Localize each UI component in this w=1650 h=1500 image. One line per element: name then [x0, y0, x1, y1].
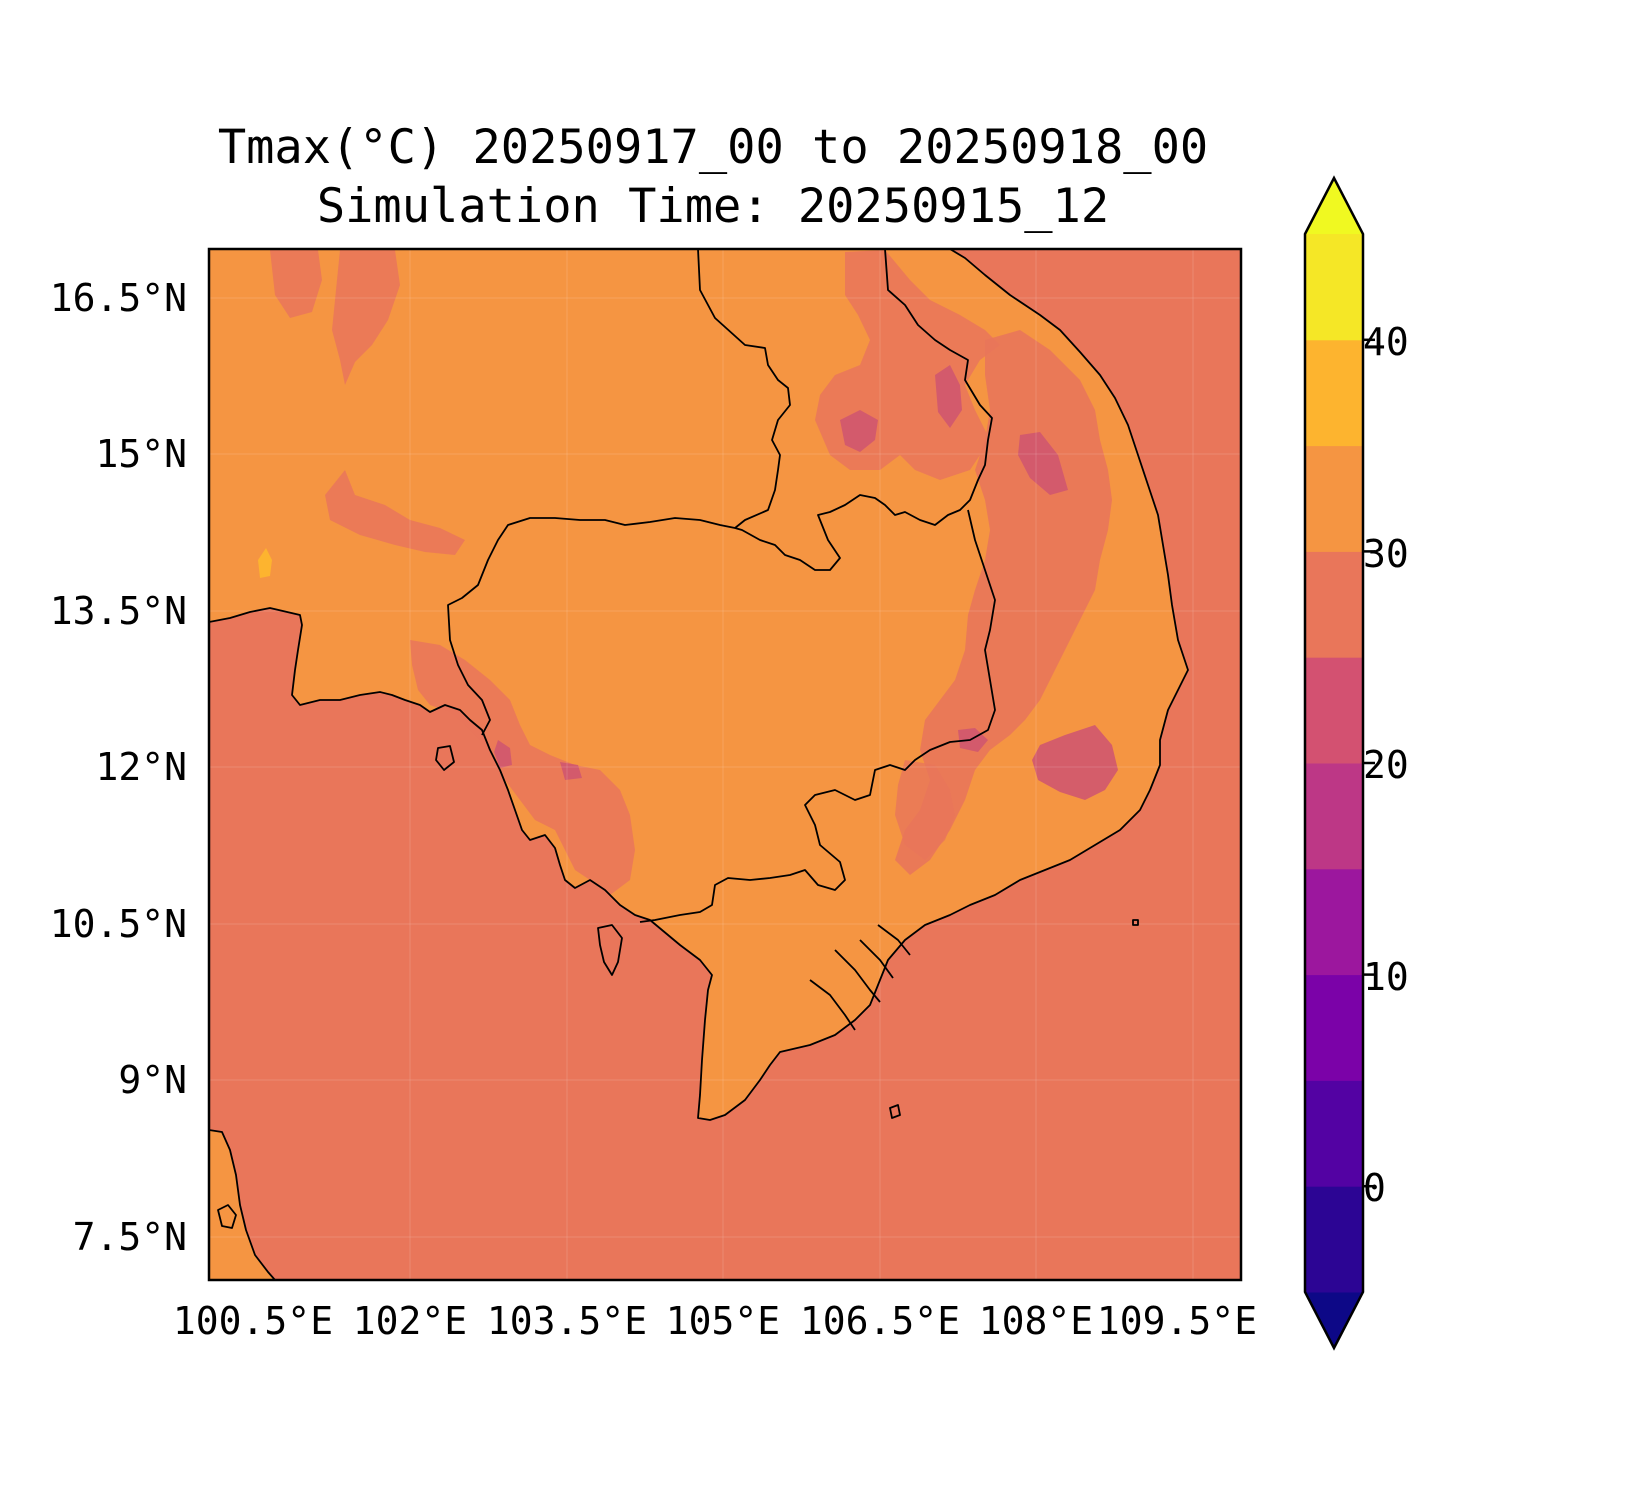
lon-labels: 100.5°E 102°E 103.5°E 105°E 106.5°E 108°… — [173, 1299, 1257, 1343]
colorbar-labels: 0 10 20 30 40 — [1363, 320, 1409, 1210]
map-area — [209, 249, 1241, 1280]
coastline-malay — [209, 1129, 276, 1280]
cold-patch-7 — [560, 762, 582, 780]
colorbar-band — [1305, 974, 1363, 1081]
cool-patch-korat — [325, 470, 465, 555]
colorbar-tick-label: 30 — [1363, 532, 1409, 576]
lon-label: 103.5°E — [487, 1299, 647, 1343]
lon-label: 102°E — [353, 1299, 467, 1343]
cool-patch-north-thailand-2 — [332, 250, 400, 385]
lon-label: 109.5°E — [1097, 1299, 1257, 1343]
cold-patch-3 — [1018, 432, 1068, 495]
lat-label: 15°N — [95, 432, 187, 476]
colorbar-band — [1305, 234, 1363, 341]
cold-patch-4 — [1032, 725, 1118, 800]
lat-label: 10.5°N — [50, 902, 187, 946]
colorbar-band — [1305, 763, 1363, 870]
warm-patch — [258, 548, 272, 578]
lat-labels: 16.5°N 15°N 13.5°N 12°N 10.5°N 9°N 7.5°N — [50, 276, 187, 1259]
colorbar-tick-label: 0 — [1363, 1166, 1386, 1210]
border-laos-vietnam — [734, 249, 993, 571]
map-frame — [207, 247, 1243, 1282]
lat-label: 13.5°N — [50, 589, 187, 633]
cool-patch-south-vietnam — [895, 760, 955, 860]
island-koh-kong — [435, 745, 455, 771]
cold-patch-1 — [840, 410, 878, 452]
colorbar-band — [1305, 1186, 1363, 1293]
lon-label: 106.5°E — [800, 1299, 960, 1343]
lat-label: 9°N — [118, 1058, 187, 1102]
colorbar-extend-high — [1305, 178, 1363, 234]
coastline-mainland — [209, 249, 1189, 1121]
colorbar-tick-label: 20 — [1363, 743, 1409, 787]
cold-patch-2 — [935, 365, 962, 428]
lon-label: 100.5°E — [173, 1299, 333, 1343]
border-cambodia-vietnam — [639, 509, 996, 923]
gridlines — [209, 249, 1241, 1280]
lon-label: 108°E — [979, 1299, 1093, 1343]
lat-label: 12°N — [95, 745, 187, 789]
cool-patch-cambodia-west — [410, 640, 635, 895]
colorbar-tick-label: 10 — [1363, 955, 1409, 999]
lat-label: 16.5°N — [50, 276, 187, 320]
colorbar-extend-low — [1305, 1292, 1363, 1348]
colorbar-tick-label: 40 — [1363, 320, 1409, 364]
mekong-delta-mouths — [809, 924, 911, 1031]
lon-label: 105°E — [666, 1299, 780, 1343]
island-small-2 — [1132, 919, 1139, 926]
border-thailand-laos-cambodia — [447, 249, 791, 736]
island-phu-quoc — [597, 924, 623, 976]
colorbar-band — [1305, 868, 1363, 976]
figure-title: Tmax(°C) 20250917_00 to 20250918_00 — [218, 120, 1208, 175]
colorbar — [1303, 175, 1375, 1351]
island-small-1 — [889, 1104, 901, 1119]
colorbar-band — [1305, 445, 1363, 552]
colorbar-band — [1305, 551, 1363, 658]
figure-subtitle: Simulation Time: 20250915_12 — [317, 179, 1109, 234]
cold-patch-6 — [494, 740, 512, 768]
lat-label: 7.5°N — [73, 1215, 187, 1259]
land-malay-peninsula — [209, 1130, 275, 1280]
colorbar-band — [1305, 1080, 1363, 1187]
cool-patch-north-thailand — [270, 250, 322, 318]
colorbar-band — [1305, 657, 1363, 764]
colorbar-band — [1305, 339, 1363, 447]
island-samui — [217, 1204, 237, 1229]
colorbar-outline — [1303, 175, 1365, 1351]
